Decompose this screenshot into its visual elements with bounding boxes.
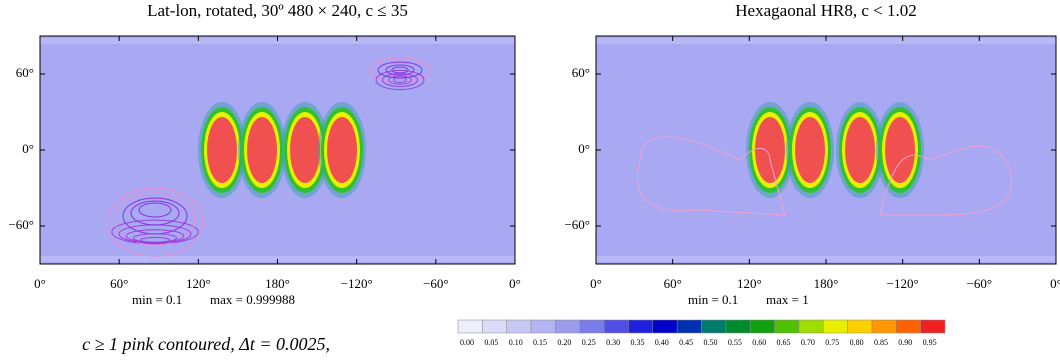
colorbar-cell bbox=[920, 319, 946, 334]
contour bbox=[391, 66, 409, 74]
contour bbox=[106, 187, 204, 257]
field-blob bbox=[290, 117, 320, 183]
contour bbox=[111, 219, 199, 245]
x-tick-label: 120° bbox=[186, 276, 211, 291]
colorbar-cell bbox=[579, 319, 605, 334]
y-tick-label: 0° bbox=[22, 141, 34, 156]
max-label: max = 0.999988 bbox=[210, 292, 295, 307]
colorbar-cell bbox=[676, 319, 702, 334]
colorbar-cell bbox=[725, 319, 751, 334]
colorbar-cell bbox=[847, 319, 873, 334]
colorbar-label: 0.75 bbox=[825, 338, 839, 347]
colorbar-cell bbox=[603, 319, 629, 334]
contour bbox=[140, 237, 170, 243]
x-tick-label: −60° bbox=[423, 276, 449, 291]
field-blob bbox=[755, 117, 785, 183]
colorbar-cell bbox=[652, 319, 678, 334]
colorbar-cell bbox=[506, 319, 532, 334]
contour bbox=[879, 145, 1013, 216]
max-label: max = 1 bbox=[766, 292, 809, 307]
colorbar-cell bbox=[555, 319, 581, 334]
y-tick-label: 0° bbox=[578, 141, 590, 156]
contour bbox=[130, 200, 180, 226]
contour bbox=[393, 77, 407, 83]
x-tick-label: 120° bbox=[737, 276, 762, 291]
contour bbox=[138, 202, 172, 218]
contour bbox=[375, 69, 425, 91]
contour bbox=[385, 64, 415, 76]
contour bbox=[114, 192, 196, 246]
colorbar-cell bbox=[628, 319, 654, 334]
colorbar-label: 0.65 bbox=[777, 338, 791, 347]
field-blob bbox=[885, 117, 915, 183]
contour bbox=[637, 136, 786, 216]
panel-title: Hexagaonal HR8, c < 1.02 bbox=[735, 1, 916, 20]
contour bbox=[388, 75, 412, 85]
field-blob bbox=[247, 117, 277, 183]
colorbar-cell bbox=[823, 319, 848, 334]
x-tick-label: 180° bbox=[265, 276, 290, 291]
colorbar-label: 0.15 bbox=[533, 338, 547, 347]
x-tick-label: 0° bbox=[590, 276, 602, 291]
colorbar-label: 0.90 bbox=[898, 338, 912, 347]
x-tick-label: 60° bbox=[110, 276, 128, 291]
x-tick-label: −60° bbox=[967, 276, 993, 291]
colorbar-label: 0.35 bbox=[630, 338, 644, 347]
colorbar-label: 0.25 bbox=[582, 338, 596, 347]
y-tick-label: 60° bbox=[16, 65, 34, 80]
field-blob bbox=[327, 117, 357, 183]
contour bbox=[381, 73, 419, 87]
colorbar-label: 0.45 bbox=[679, 338, 693, 347]
colorbar-label: 0.80 bbox=[850, 338, 864, 347]
colorbar-label: 0.05 bbox=[484, 338, 498, 347]
y-tick-label: 60° bbox=[572, 65, 590, 80]
min-label: min = 0.1 bbox=[688, 292, 738, 307]
colorbar-label: 0.20 bbox=[557, 338, 571, 347]
caption: c ≥ 1 pink contoured, Δt = 0.0025, bbox=[82, 334, 330, 354]
colorbar-label: 0.95 bbox=[923, 338, 937, 347]
x-tick-label: 0° bbox=[509, 276, 521, 291]
x-tick-label: −120° bbox=[887, 276, 919, 291]
x-tick-label: −120° bbox=[341, 276, 373, 291]
colorbar-cell bbox=[457, 319, 483, 334]
x-tick-label: 180° bbox=[814, 276, 839, 291]
x-tick-label: 0° bbox=[1050, 276, 1060, 291]
colorbar-label: 0.10 bbox=[509, 338, 523, 347]
colorbar-cell bbox=[798, 319, 824, 334]
colorbar-cell bbox=[482, 319, 507, 334]
colorbar-label: 0.30 bbox=[606, 338, 620, 347]
colorbar-cell bbox=[530, 319, 556, 334]
field-blob bbox=[795, 117, 825, 183]
panel-title: Lat-lon, rotated, 30º 480 × 240, c ≤ 35 bbox=[147, 1, 408, 20]
y-tick-label: −60° bbox=[564, 217, 590, 232]
colorbar-label: 0.40 bbox=[655, 338, 669, 347]
y-tick-label: −60° bbox=[8, 217, 34, 232]
colorbar-cell bbox=[701, 319, 727, 334]
colorbar-cell bbox=[896, 319, 921, 334]
field-blob bbox=[207, 117, 237, 183]
field-blob bbox=[845, 117, 875, 183]
x-tick-label: 60° bbox=[664, 276, 682, 291]
colorbar-label: 0.50 bbox=[704, 338, 718, 347]
colorbar-label: 0.70 bbox=[801, 338, 815, 347]
x-tick-label: 0° bbox=[34, 276, 46, 291]
colorbar-label: 0.55 bbox=[728, 338, 742, 347]
colorbar-label: 0.00 bbox=[460, 338, 474, 347]
min-label: min = 0.1 bbox=[132, 292, 182, 307]
colorbar-cell bbox=[749, 319, 775, 334]
colorbar-label: 0.60 bbox=[752, 338, 766, 347]
colorbar-cell bbox=[871, 319, 897, 334]
colorbar-label: 0.85 bbox=[874, 338, 888, 347]
colorbar-cell bbox=[774, 319, 800, 334]
